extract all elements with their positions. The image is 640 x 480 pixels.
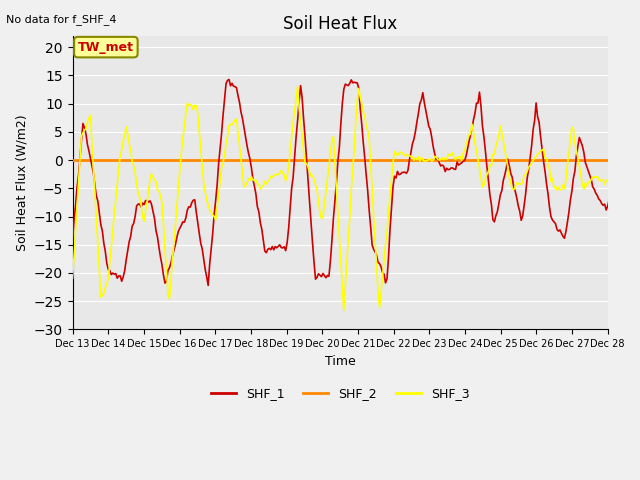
Title: Soil Heat Flux: Soil Heat Flux — [283, 15, 397, 33]
X-axis label: Time: Time — [324, 355, 355, 368]
Y-axis label: Soil Heat Flux (W/m2): Soil Heat Flux (W/m2) — [15, 114, 28, 251]
Text: No data for f_SHF_4: No data for f_SHF_4 — [6, 14, 117, 25]
Legend: SHF_1, SHF_2, SHF_3: SHF_1, SHF_2, SHF_3 — [206, 382, 474, 405]
Text: TW_met: TW_met — [78, 41, 134, 54]
